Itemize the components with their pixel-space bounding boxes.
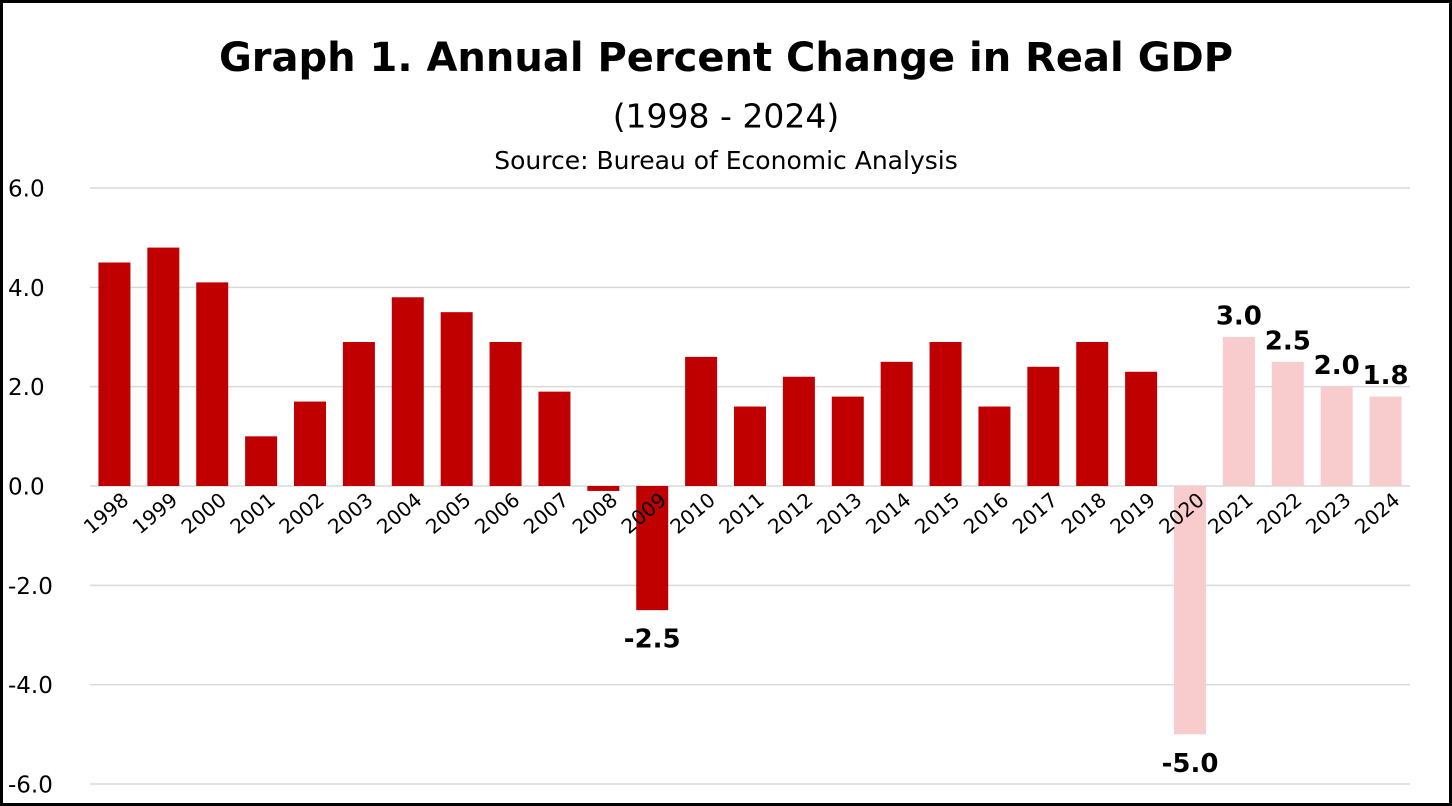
bar [98, 262, 131, 486]
data-label: -2.5 [624, 625, 681, 655]
bar [196, 282, 229, 486]
data-label: 2.0 [1314, 351, 1360, 381]
bar [978, 406, 1011, 486]
chart-title: Graph 1. Annual Percent Change in Real G… [219, 35, 1233, 81]
data-label: 3.0 [1216, 302, 1262, 332]
bar [929, 341, 962, 486]
chart-subtitle: (1998 - 2024) [613, 97, 840, 136]
bar [342, 341, 375, 486]
bar [440, 312, 473, 486]
bar [294, 401, 326, 486]
y-tick-label: 6.0 [8, 177, 45, 203]
bar [782, 376, 815, 486]
bar [245, 436, 278, 486]
data-label: 1.8 [1363, 361, 1409, 391]
data-label: 2.5 [1265, 326, 1311, 356]
bar [1027, 366, 1060, 486]
bar [147, 247, 180, 486]
bar [1369, 396, 1402, 486]
y-tick-label: -4.0 [8, 673, 53, 699]
bar [1174, 486, 1206, 735]
bar [1271, 361, 1304, 486]
bar [734, 406, 766, 486]
bar [391, 297, 424, 486]
y-tick-label: -6.0 [8, 773, 53, 799]
bar [831, 396, 864, 486]
data-label: -5.0 [1162, 749, 1219, 779]
y-tick-label: 0.0 [8, 475, 45, 501]
y-tick-label: 2.0 [8, 375, 45, 401]
bar [880, 361, 913, 486]
bar [1222, 337, 1255, 486]
bar [489, 341, 522, 486]
bar [636, 486, 669, 611]
chart-source: Source: Bureau of Economic Analysis [494, 146, 957, 175]
bar [1076, 341, 1109, 486]
bar [1125, 371, 1158, 486]
bar [538, 391, 571, 486]
bar [685, 356, 718, 486]
y-tick-label: -2.0 [8, 574, 53, 600]
y-tick-label: 4.0 [8, 276, 45, 302]
bar [587, 486, 620, 491]
bar [1320, 386, 1353, 486]
